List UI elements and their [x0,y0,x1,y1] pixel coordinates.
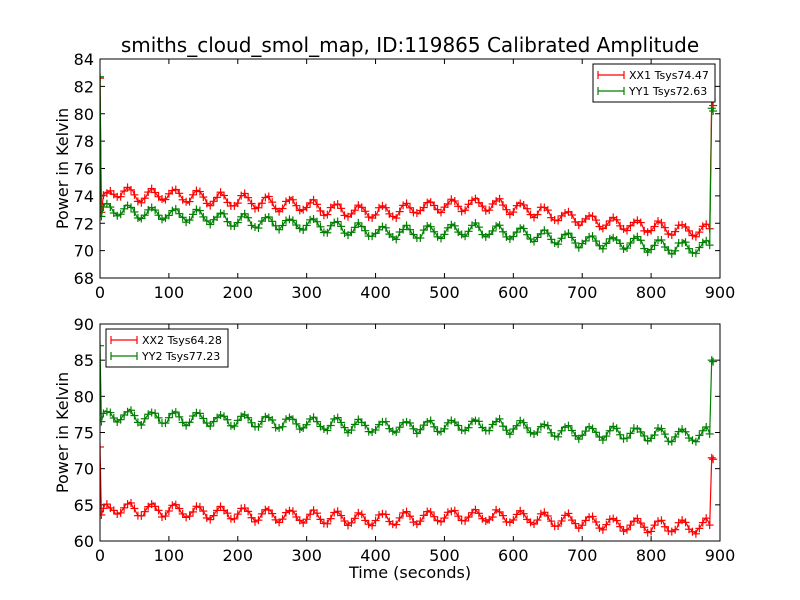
y-tick-label: 65 [74,496,94,515]
series-markers [100,442,718,538]
x-tick-label: 800 [636,283,667,302]
x-tick-label: 200 [223,546,254,565]
x-tick-label: 0 [95,283,105,302]
y-tick-label: 72 [74,214,94,233]
y-tick-label: 60 [74,532,94,551]
plot-area [100,341,718,538]
legend: XX2 Tsys64.28 YY2 Tsys77.23 [105,328,229,368]
x-tick-label: 700 [567,283,598,302]
x-tick-label: 100 [154,283,185,302]
x-tick-label: 300 [291,546,322,565]
x-tick-label: 900 [705,283,736,302]
legend-box [592,63,716,103]
x-tick-label: 200 [223,283,254,302]
axes-frame [99,58,721,279]
legend-box [105,328,229,368]
x-tick-label: 600 [498,283,529,302]
legend-label: YY1 Tsys72.63 [628,85,707,98]
x-tick-label: 500 [429,546,460,565]
x-tick-label: 700 [567,546,598,565]
y-tick-label: 80 [74,387,94,406]
plot-area [100,72,718,258]
chart-title: smiths_cloud_smol_map, ID:119865 Calibra… [121,33,699,57]
series-markers [100,341,718,446]
legend-label: XX2 Tsys64.28 [142,334,222,347]
y-tick-label: 75 [74,424,94,443]
y-tick-label: 90 [74,315,94,334]
x-axis-label: Time (seconds) [348,563,471,582]
y-tick-label: 78 [74,132,94,151]
y-axis-label: Power in Kelvin [53,108,72,229]
x-tick-label: 400 [360,546,391,565]
y-tick-label: 80 [74,105,94,124]
axes-frame [99,323,721,542]
bottom-panel: 0 100 200 300 400 500 600 700 800 900 60 65 70 75 80 85… [53,315,735,582]
series-markers [100,72,718,258]
y-tick-label: 76 [74,160,94,179]
y-tick-label: 74 [74,187,94,206]
y-axis-label: Power in Kelvin [53,372,72,493]
top-panel: 0 100 200 300 400 500 600 700 800 900 68 70 72 74 76 78… [53,50,735,302]
y-tick-label: 84 [74,50,94,69]
x-tick-label: 100 [154,546,185,565]
x-tick-label: 900 [705,546,736,565]
series-markers [100,74,718,241]
x-tick-label: 0 [95,546,105,565]
x-tick-label: 600 [498,546,529,565]
x-tick-label: 500 [429,283,460,302]
y-tick-label: 68 [74,269,94,288]
legend-label: XX1 Tsys74.47 [629,69,709,82]
y-tick-label: 70 [74,460,94,479]
x-tick-label: 400 [360,283,391,302]
x-tick-label: 300 [291,283,322,302]
y-tick-label: 70 [74,242,94,261]
x-tick-label: 800 [636,546,667,565]
y-tick-label: 85 [74,351,94,370]
legend-label: YY2 Tsys77.23 [141,350,220,363]
y-tick-label: 82 [74,77,94,96]
legend: XX1 Tsys74.47 YY1 Tsys72.63 [592,63,716,103]
